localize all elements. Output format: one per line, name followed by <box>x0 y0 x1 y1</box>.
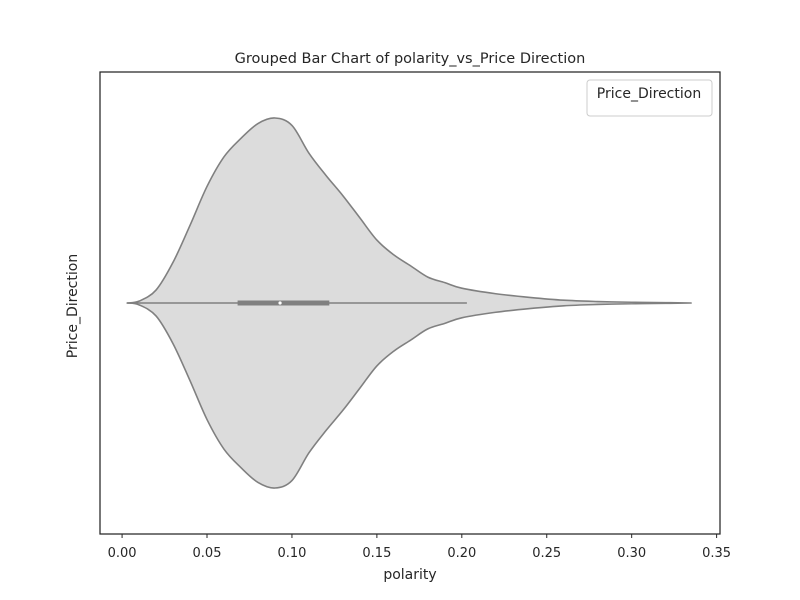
x-axis-ticks: 0.00 0.05 0.10 0.15 0.20 0.25 0.30 0.35 <box>108 534 731 561</box>
y-axis-label: Price_Direction <box>65 254 81 358</box>
x-tick-label: 0.10 <box>277 546 306 561</box>
x-axis-label: polarity <box>383 567 436 583</box>
x-tick-label: 0.15 <box>362 546 391 561</box>
x-tick-label: 0.05 <box>193 546 222 561</box>
box-median <box>278 301 282 305</box>
x-tick-label: 0.25 <box>532 546 561 561</box>
chart-title: Grouped Bar Chart of polarity_vs_Price D… <box>235 51 586 67</box>
plot-area <box>126 117 692 489</box>
legend-title: Price_Direction <box>597 86 701 102</box>
x-tick-label: 0.00 <box>108 546 137 561</box>
legend-box <box>586 79 713 117</box>
axes-frame <box>99 71 721 535</box>
x-tick-label: 0.30 <box>617 546 646 561</box>
x-tick-label: 0.35 <box>702 546 731 561</box>
x-tick-label: 0.20 <box>447 546 476 561</box>
legend: Price_Direction <box>586 79 713 117</box>
